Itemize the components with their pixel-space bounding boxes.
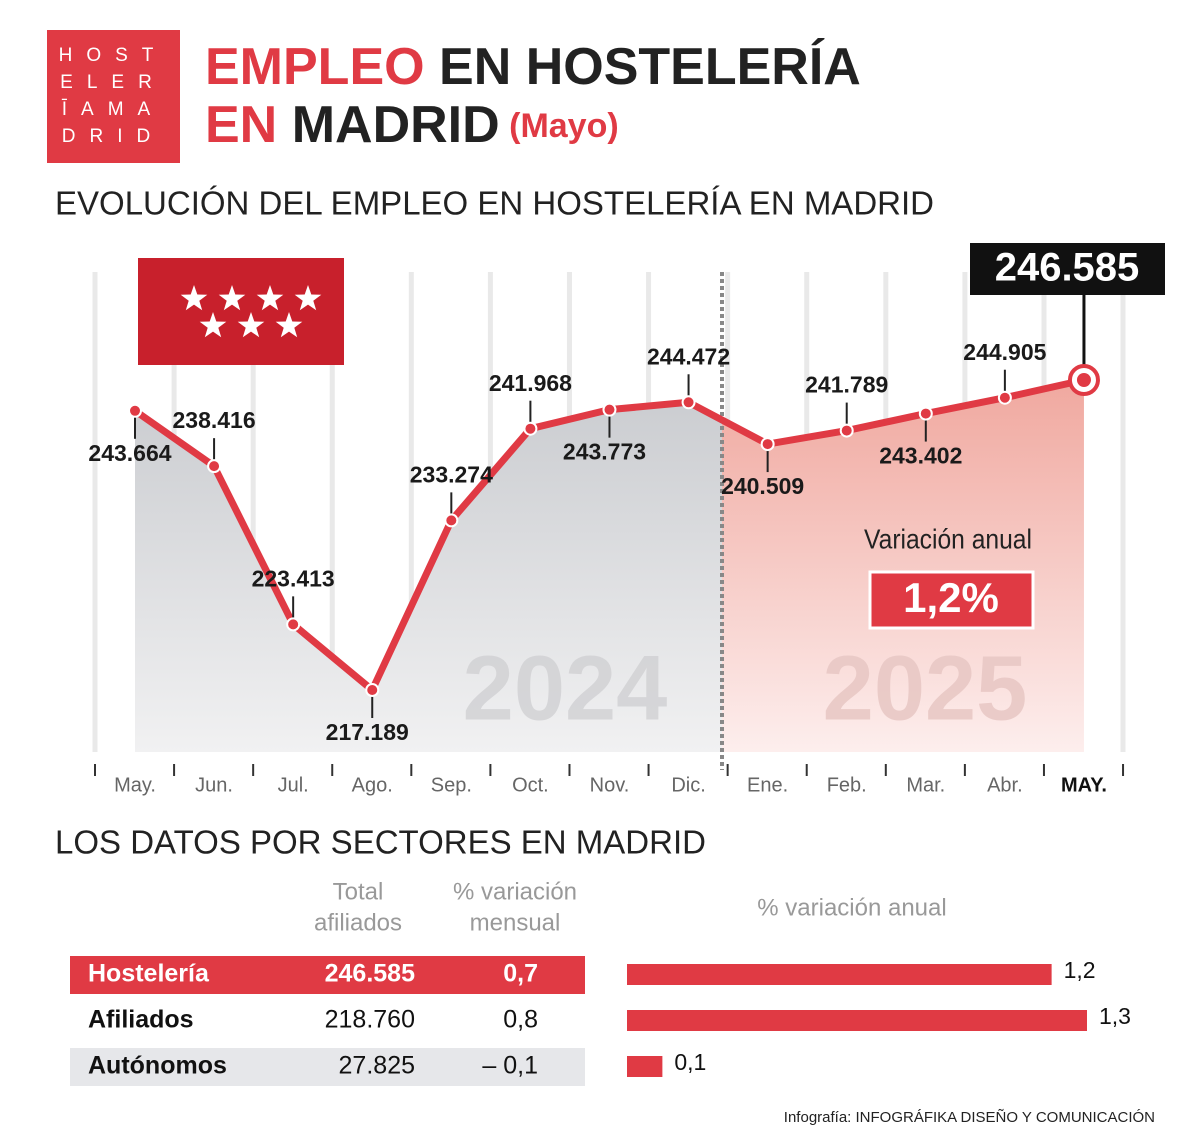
year-watermark: 2025 bbox=[823, 637, 1028, 739]
flag-star bbox=[199, 312, 227, 338]
value-label: 217.189 bbox=[326, 719, 409, 745]
cell: 218.760 bbox=[325, 1006, 415, 1034]
point bbox=[681, 395, 696, 410]
title-part: MADRID bbox=[277, 96, 499, 154]
credit-label: Infografía: bbox=[784, 1109, 852, 1126]
credit-name: INFOGRÁFIKA DISEÑO Y COMUNICACIÓN bbox=[851, 1109, 1155, 1126]
value-label: 244.472 bbox=[647, 343, 730, 369]
flag-star bbox=[180, 285, 208, 311]
value-label: 223.413 bbox=[252, 565, 335, 591]
point bbox=[918, 406, 933, 421]
title-part: EN bbox=[205, 96, 277, 154]
x-tick-label: Mar. bbox=[906, 774, 945, 796]
x-tick-label: Abr. bbox=[987, 774, 1023, 796]
bar-value-label: 1,2 bbox=[1064, 957, 1096, 983]
point bbox=[444, 513, 459, 528]
column-header: mensual bbox=[470, 909, 561, 936]
bar-value-label: 0,1 bbox=[674, 1049, 706, 1075]
annotation-value: 1,2% bbox=[903, 574, 999, 621]
x-tick-label: Oct. bbox=[512, 774, 549, 796]
title-part: EN HOSTELERÍA bbox=[425, 38, 861, 96]
title: EN MADRID (Mayo) bbox=[205, 96, 619, 154]
x-tick-label: May. bbox=[114, 774, 156, 796]
point bbox=[365, 683, 380, 697]
bar-chart-title: % variación anual bbox=[757, 894, 946, 921]
cell: 0,7 bbox=[503, 960, 538, 988]
flag-star bbox=[218, 285, 246, 311]
point-core bbox=[1076, 373, 1091, 387]
x-tick-label: Sep. bbox=[431, 774, 472, 796]
annotation-box bbox=[868, 570, 1035, 630]
point bbox=[602, 402, 617, 417]
point bbox=[128, 403, 142, 418]
cell: 27.825 bbox=[339, 1052, 415, 1080]
column-header: % variación bbox=[453, 878, 577, 905]
year-watermark: 2024 bbox=[463, 637, 668, 739]
logo-line: HOST bbox=[59, 45, 168, 66]
column-header: afiliados bbox=[314, 909, 402, 936]
value-label: 233.274 bbox=[410, 461, 493, 487]
x-tick-label: Nov. bbox=[590, 774, 630, 796]
point bbox=[997, 390, 1012, 405]
point bbox=[207, 459, 222, 474]
highlight-box bbox=[970, 243, 1165, 295]
sector-table: Total afiliados % variación mensual % variac… bbox=[70, 878, 1131, 1086]
annotation: Variación anual bbox=[864, 523, 1032, 555]
bar bbox=[627, 964, 1052, 985]
bar-value-label: 1,3 bbox=[1099, 1003, 1131, 1029]
chart-title: EVOLUCIÓN DEL EMPLEO EN HOSTELERÍA EN MA… bbox=[55, 185, 934, 222]
flag-star bbox=[294, 285, 322, 311]
highlight-label: 246.585 bbox=[995, 246, 1140, 290]
logo-line: DRID bbox=[62, 126, 164, 147]
flag-star bbox=[275, 312, 303, 338]
logo: HOST ELER ĪAMA DRID bbox=[59, 45, 168, 147]
table-title: LOS DATOS POR SECTORES EN MADRID bbox=[55, 824, 706, 861]
row-background bbox=[70, 956, 585, 994]
title-part: EMPLEO bbox=[205, 38, 425, 96]
logo-box bbox=[47, 30, 180, 163]
value-label: 244.905 bbox=[963, 339, 1046, 365]
bar bbox=[627, 1010, 1087, 1031]
point bbox=[523, 421, 538, 436]
point bbox=[839, 423, 854, 438]
x-tick-label: Jun. bbox=[195, 774, 233, 796]
value-label: 243.402 bbox=[879, 443, 962, 469]
cell: 246.585 bbox=[325, 960, 415, 988]
value-label: 243.664 bbox=[88, 440, 171, 466]
x-tick-label: Ene. bbox=[747, 774, 788, 796]
value-label: 243.773 bbox=[563, 439, 646, 465]
flag bbox=[138, 258, 344, 365]
value-label: 240.509 bbox=[721, 473, 804, 499]
point bbox=[286, 617, 301, 632]
title: EMPLEO EN HOSTELERÍA bbox=[205, 38, 861, 96]
x-tick-label: Feb. bbox=[827, 774, 867, 796]
title-part: (Mayo) bbox=[500, 107, 619, 145]
cell: – 0,1 bbox=[482, 1052, 538, 1080]
row-label: Autónomos bbox=[88, 1052, 227, 1080]
value-label: 238.416 bbox=[173, 407, 256, 433]
logo-line: ELER bbox=[60, 72, 166, 93]
bar bbox=[627, 1056, 663, 1077]
column-header: Total bbox=[333, 878, 384, 905]
x-tick-label: Dic. bbox=[671, 774, 705, 796]
row-background bbox=[70, 1048, 585, 1086]
credit: Infografía: INFOGRÁFIKA DISEÑO Y COMUNIC… bbox=[784, 1109, 1155, 1126]
row-label: Hostelería bbox=[88, 960, 210, 988]
flag-star bbox=[256, 285, 284, 311]
x-tick-label: MAY. bbox=[1061, 774, 1107, 796]
value-label: 241.789 bbox=[805, 372, 888, 398]
x-tick-label: Jul. bbox=[278, 774, 309, 796]
cell: 0,8 bbox=[503, 1006, 538, 1034]
area-2025 bbox=[722, 380, 1084, 752]
value-label: 241.968 bbox=[489, 370, 572, 396]
flag-star bbox=[237, 312, 265, 338]
logo-line: ĪAMA bbox=[62, 99, 164, 120]
x-tick-label: Ago. bbox=[352, 774, 393, 796]
row-label: Afiliados bbox=[88, 1006, 194, 1034]
point bbox=[760, 437, 775, 452]
